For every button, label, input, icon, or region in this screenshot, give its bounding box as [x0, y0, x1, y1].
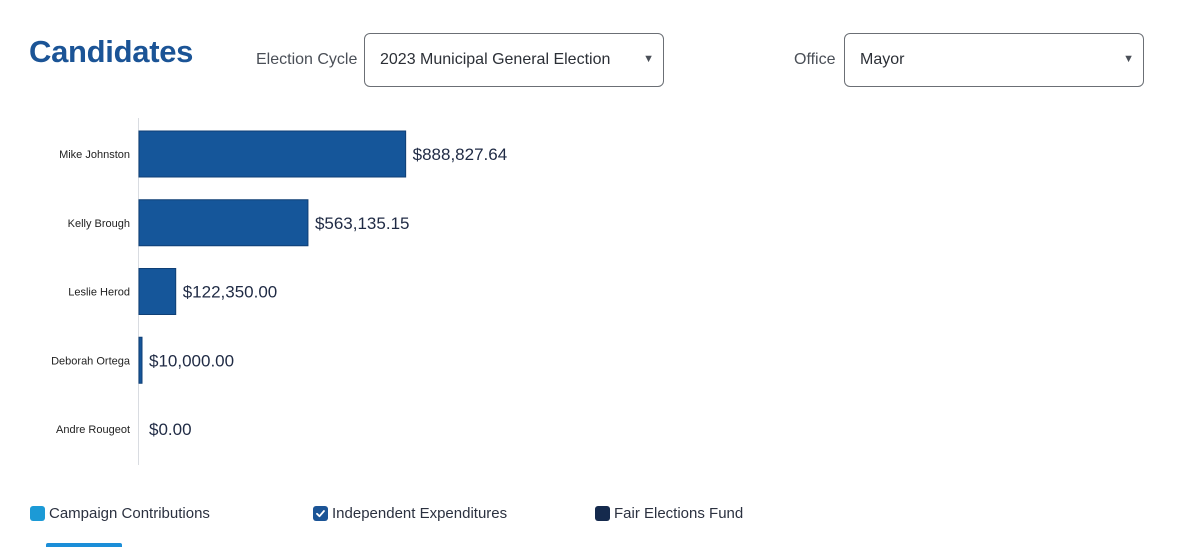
office-label: Office [794, 51, 836, 68]
value-label: $0.00 [149, 420, 192, 439]
category-label: Kelly Brough [68, 218, 130, 230]
value-label: $563,135.15 [315, 214, 410, 233]
election-cycle-label: Election Cycle [256, 51, 358, 68]
category-label: Mike Johnston [59, 149, 130, 161]
legend-independent-expenditures[interactable]: Independent Expenditures [313, 505, 507, 522]
category-label: Deborah Ortega [51, 355, 131, 367]
category-label: Andre Rougeot [56, 424, 130, 436]
bar[interactable] [138, 336, 143, 384]
legend-label: Independent Expenditures [332, 505, 508, 522]
legend-label: Fair Elections Fund [614, 505, 744, 522]
office-value: Mayor [860, 51, 905, 68]
value-label: $122,350.00 [183, 283, 278, 302]
legend-campaign-contributions[interactable]: Campaign Contributions [30, 505, 210, 522]
bar[interactable] [138, 199, 309, 247]
bar[interactable] [138, 268, 177, 315]
candidates-bar-chart: Mike Johnston $888,827.64 Kelly Brough $563… [51, 118, 508, 465]
checkbox-checked-icon[interactable] [313, 506, 328, 521]
page-title: Candidates [29, 34, 194, 69]
bar[interactable] [138, 130, 407, 178]
checkbox-unchecked-icon[interactable] [30, 506, 45, 521]
partial-link-cutoff[interactable] [46, 540, 126, 550]
office-select[interactable]: Mayor ▼ [844, 33, 1144, 87]
value-label: $888,827.64 [413, 145, 508, 164]
caret-down-icon: ▼ [1123, 53, 1134, 65]
category-label: Leslie Herod [68, 287, 130, 299]
caret-down-icon: ▼ [643, 53, 654, 65]
legend-fair-elections-fund[interactable]: Fair Elections Fund [595, 505, 743, 522]
checkbox-unchecked-icon[interactable] [595, 506, 610, 521]
election-cycle-select[interactable]: 2023 Municipal General Election ▼ [364, 33, 664, 87]
value-label: $10,000.00 [149, 351, 234, 370]
election-cycle-value: 2023 Municipal General Election [380, 51, 611, 68]
checkmark-icon [316, 510, 325, 518]
legend-label: Campaign Contributions [49, 505, 210, 522]
